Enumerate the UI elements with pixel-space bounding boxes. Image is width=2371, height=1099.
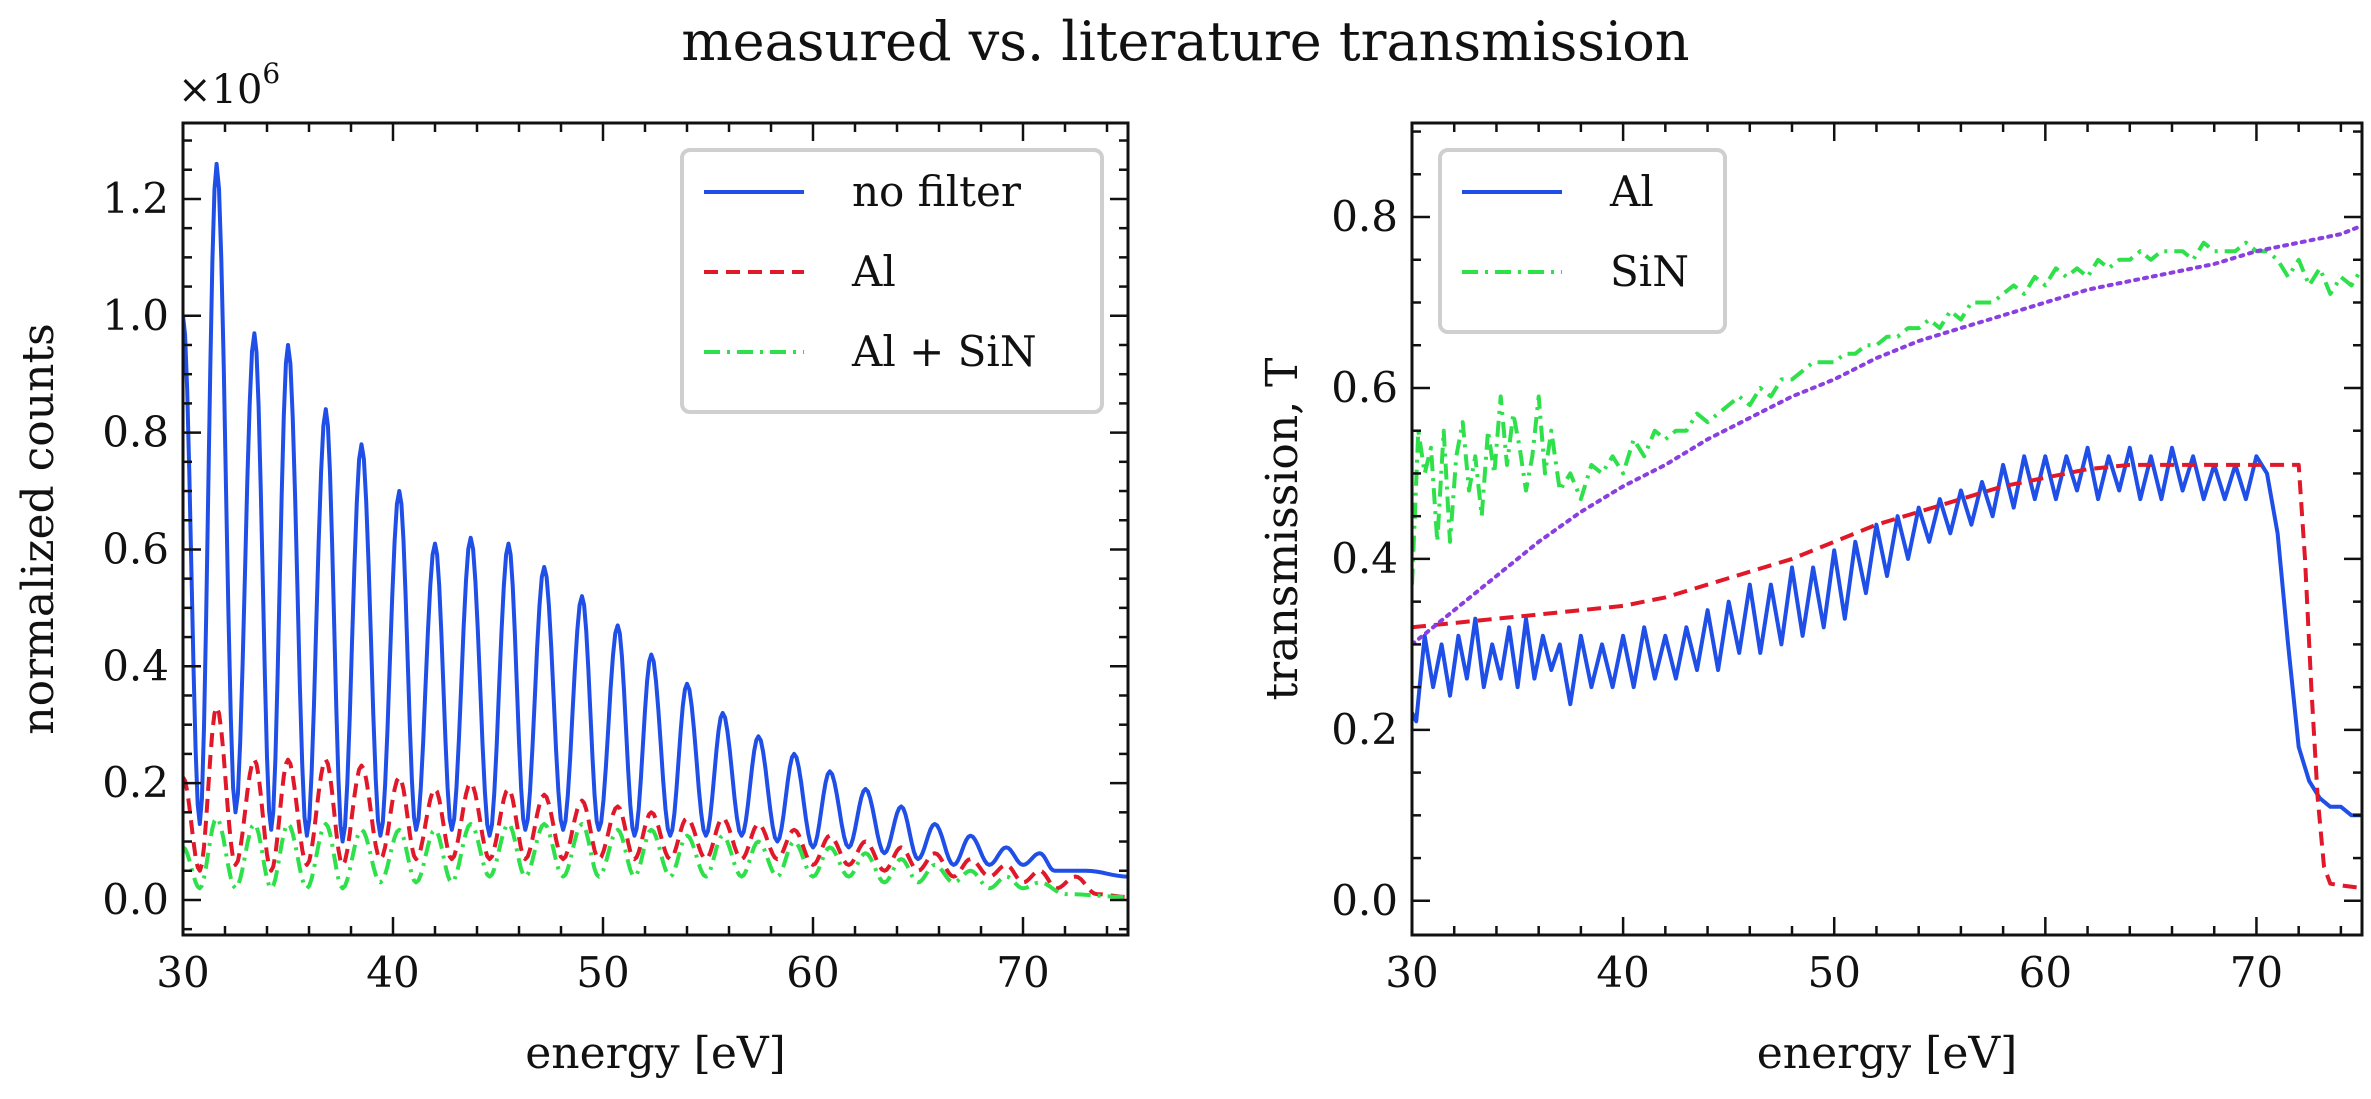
y-tick-label: 0.8 — [1331, 192, 1398, 241]
legend-entry-label: Al — [851, 247, 896, 296]
x-tick-label: 50 — [1807, 948, 1860, 997]
series-line-al — [183, 705, 1128, 899]
x-tick-label: 30 — [1385, 948, 1438, 997]
y-tick-label: 0.6 — [102, 524, 169, 573]
chart-panel-2: 30 40 50 60 70 0.0 0.2 0.4 0.6 0.8 energy [eV] tran… — [1257, 121, 2364, 1079]
figure-title: measured vs. literature transmission — [681, 10, 1690, 73]
legend-entry-label: Al — [1609, 167, 1654, 216]
y-axis-label: normalized counts — [13, 323, 64, 734]
series-line-al-sin — [183, 816, 1128, 899]
y-tick-label: 0.4 — [102, 641, 169, 690]
series-line-curve-3 — [1412, 462, 2362, 890]
y-tick-label: 0.2 — [102, 758, 169, 807]
series-group — [1412, 223, 2362, 890]
legend-box — [1438, 148, 1727, 334]
x-tick-label: 70 — [2230, 948, 2283, 997]
x-tick-label: 30 — [156, 948, 209, 997]
y-tick-label: 1.2 — [102, 174, 169, 223]
y-tick-label: 1.0 — [102, 291, 169, 340]
x-tick-label: 50 — [576, 948, 629, 997]
legend-entry-label: no filter — [852, 167, 1022, 216]
y-tick-label: 0.8 — [102, 408, 169, 457]
x-tick-label: 40 — [366, 948, 419, 997]
chart-panel-1: 30 40 50 60 70 0.0 0.2 0.4 0.6 0.8 1.0 1.2 energy [e… — [13, 57, 1130, 1079]
x-tick-label: 40 — [1596, 948, 1649, 997]
legend-entry-label: SiN — [1610, 247, 1689, 296]
y-multiplier-label: ×106 — [178, 57, 280, 113]
y-axis-label: transmission, T — [1257, 357, 1308, 700]
axes-frame — [181, 121, 1130, 937]
y-tick-label: 0.6 — [1331, 363, 1398, 412]
x-axis-label: energy [eV] — [1757, 1028, 2018, 1079]
x-tick-label: 70 — [996, 948, 1049, 997]
legend-box — [680, 148, 1104, 414]
legend: Al SiN — [1438, 148, 1727, 334]
series-line-curve-4 — [1412, 223, 2362, 647]
x-axis-label: energy [eV] — [525, 1028, 786, 1079]
legend: no filter Al Al + SiN — [680, 148, 1104, 414]
legend-entry-label: Al + SiN — [851, 327, 1037, 376]
series-line-al — [1412, 445, 2362, 818]
series-group — [183, 161, 1128, 899]
axes-frame — [1410, 121, 2364, 937]
y-tick-label: 0.4 — [1331, 534, 1398, 583]
x-tick-label: 60 — [2019, 948, 2072, 997]
y-tick-label: 0.0 — [102, 875, 169, 924]
series-line-sin — [1412, 240, 2362, 585]
series-line-no-filter — [183, 161, 1128, 879]
x-tick-label: 60 — [786, 948, 839, 997]
y-tick-label: 0.2 — [1331, 705, 1398, 754]
y-tick-label: 0.0 — [1331, 876, 1398, 925]
